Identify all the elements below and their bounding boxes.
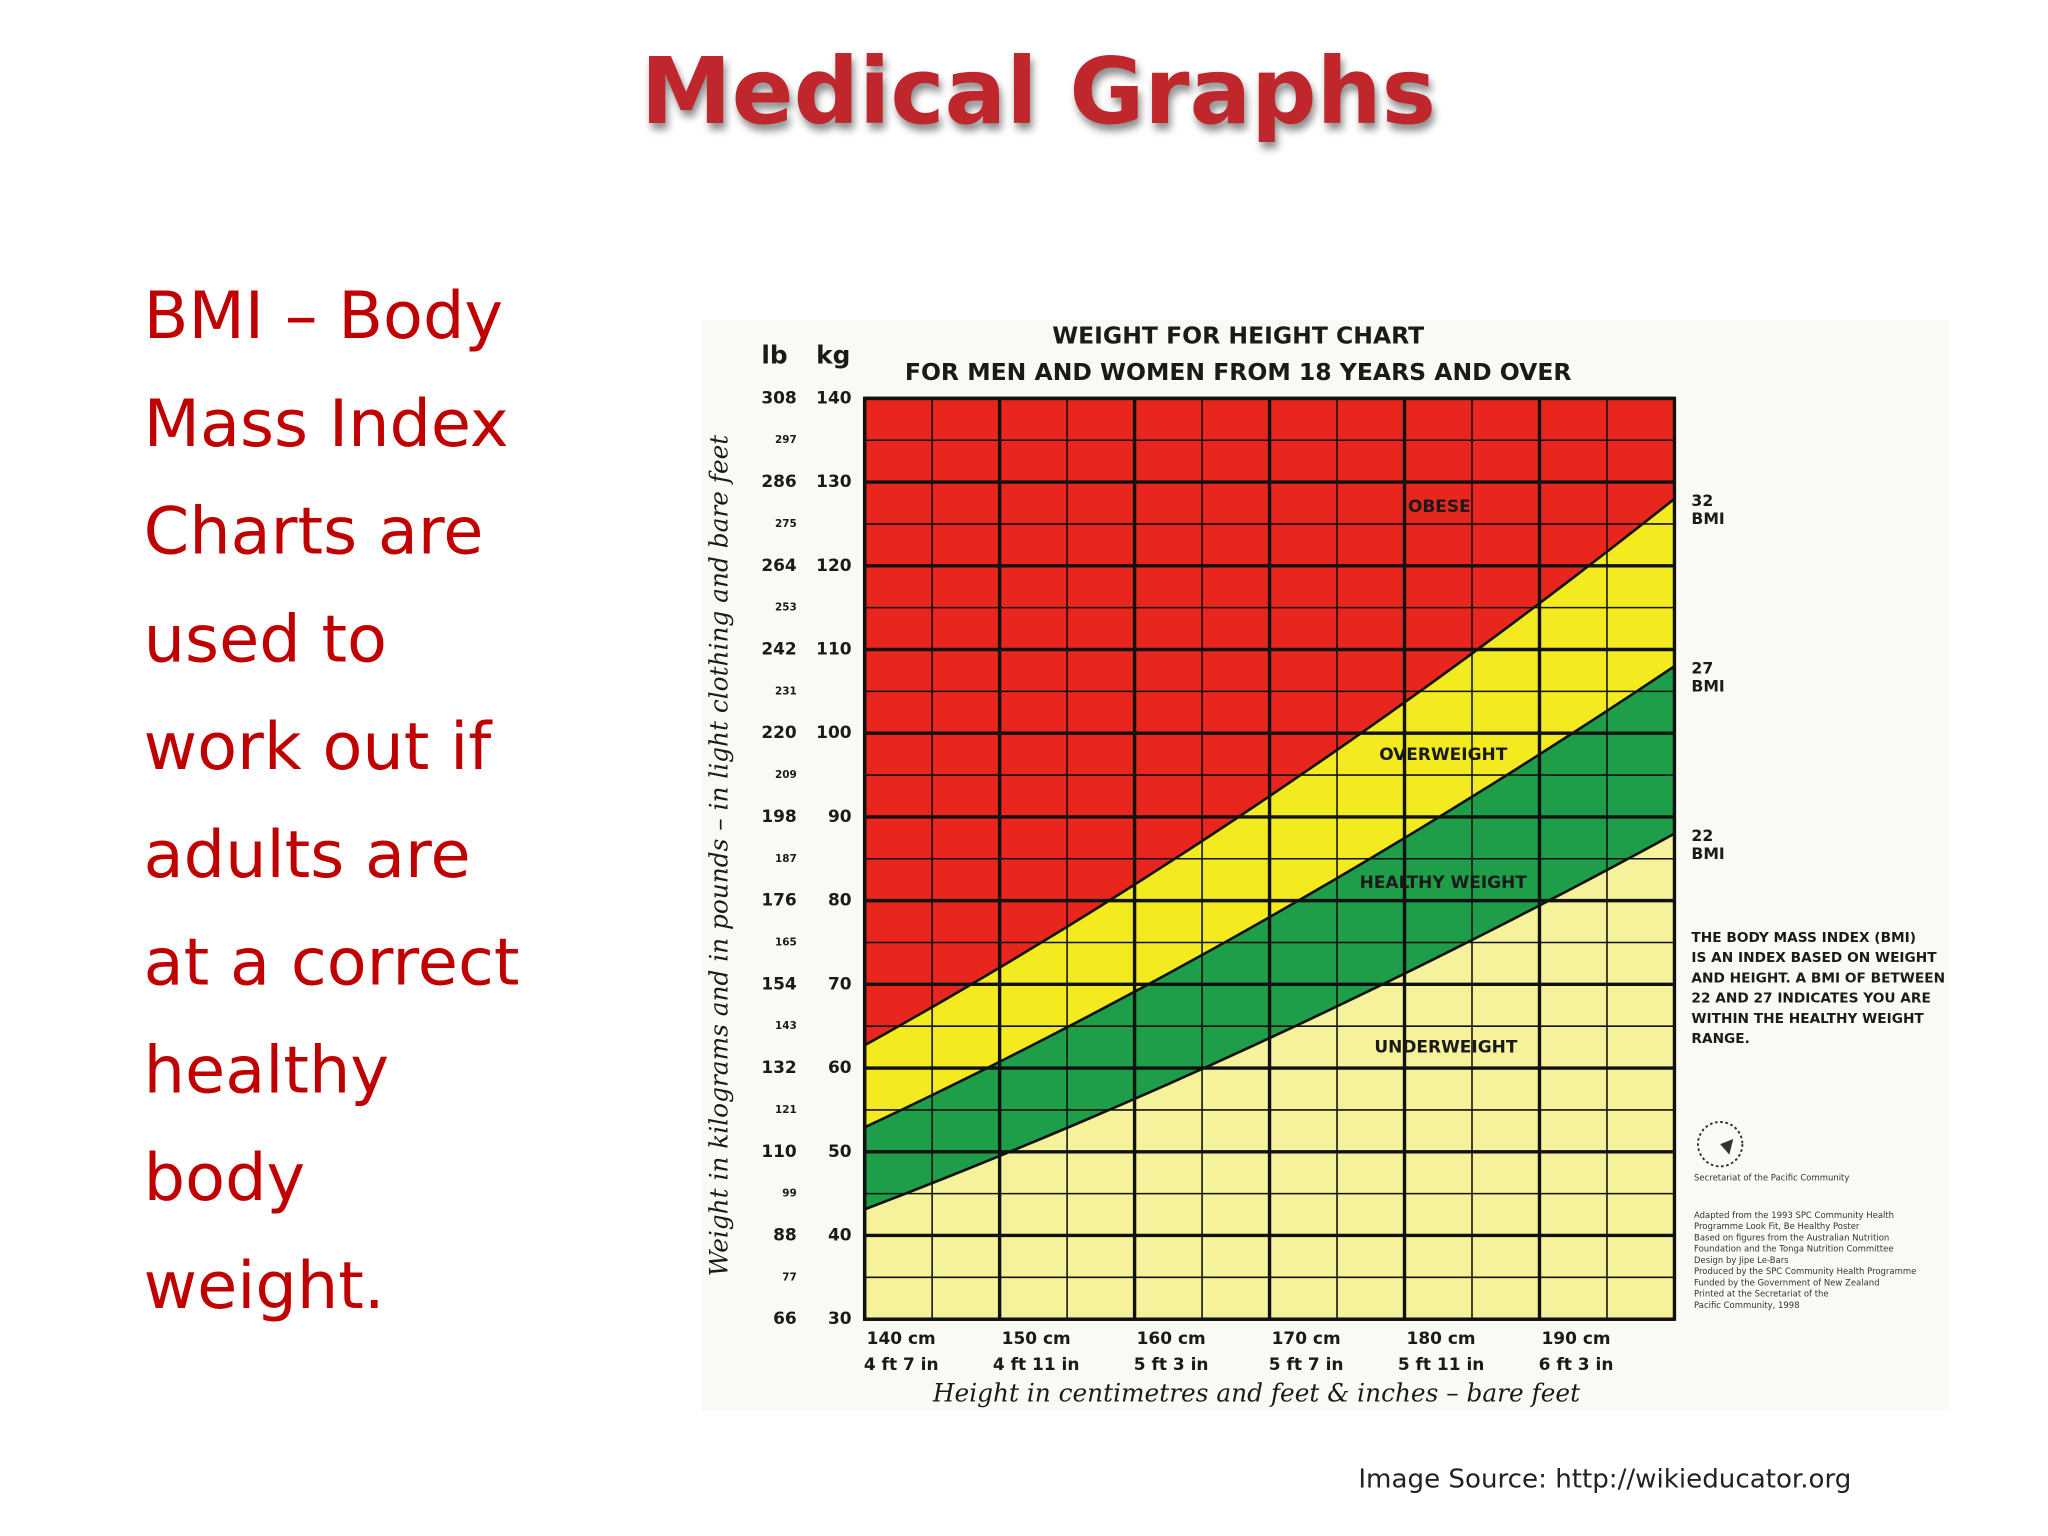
note-line: THE BODY MASS INDEX (BMI) [1691,930,1916,946]
y2-tick-label: 99 [782,1188,797,1200]
chart-title: WEIGHT FOR HEIGHT CHART [1052,321,1424,349]
credit-line: Pacific Community, 1998 [1694,1300,1800,1310]
y2-tick-label: 198 [761,807,796,827]
x-tick-label: 180 cm [1407,1329,1476,1349]
y-tick-label: 50 [828,1142,852,1162]
x-tick-label: 190 cm [1542,1329,1611,1349]
bmi-label: BMI [1691,844,1724,863]
chart-title: FOR MEN AND WOMEN FROM 18 YEARS AND OVER [905,358,1572,386]
credit-line: Design by Jipe Le-Bars [1694,1255,1789,1265]
y-axis-title: Weight in kilograms and in pounds – in l… [704,435,733,1277]
note-line: 22 AND 27 INDICATES YOU ARE [1691,991,1930,1007]
bmi-line [864,665,1676,1129]
bmi-label: BMI [1691,509,1724,528]
credit-line: Secretariat of the Pacific Community [1694,1173,1849,1183]
band-label: UNDERWEIGHT [1374,1038,1517,1058]
credit-line: Programme Look Fit, Be Healthy Poster [1694,1221,1860,1231]
slide-title: Medical Graphs [641,38,1436,145]
bmi-line [864,497,1676,1047]
y2-tick-label: 187 [775,853,797,865]
x-tick-label: 150 cm [1002,1329,1071,1349]
band-label: OVERWEIGHT [1379,745,1508,765]
x-tick-label-imperial: 4 ft 11 in [993,1355,1080,1375]
x-tick-label-imperial: 5 ft 11 in [1398,1355,1485,1375]
x-tick-label-imperial: 5 ft 7 in [1269,1355,1344,1375]
y-tick-label: 80 [828,891,852,911]
note-line: IS AN INDEX BASED ON WEIGHT [1691,950,1937,966]
y2-tick-label: 297 [775,434,797,446]
y-tick-label: 90 [828,807,852,827]
credit-line: Funded by the Government of New Zealand [1694,1277,1879,1287]
y-tick-label: 140 [816,388,851,408]
x-tick-label-imperial: 6 ft 3 in [1539,1355,1614,1375]
y2-tick-label: 209 [775,769,797,781]
bmi-label: BMI [1691,677,1724,696]
y-tick-label: 30 [828,1309,852,1329]
y2-tick-label: 242 [761,639,796,659]
x-tick-label-imperial: 5 ft 3 in [1134,1355,1209,1375]
credit-line: Based on figures from the Australian Nut… [1694,1232,1889,1242]
x-axis-title: Height in centimetres and feet & inches … [932,1378,1580,1407]
y2-tick-label: 275 [775,518,797,530]
y2-tick-label: 286 [761,472,796,492]
y2-tick-label: 143 [775,1020,797,1032]
note-line: WITHIN THE HEALTHY WEIGHT [1691,1011,1924,1027]
body-line: body [144,1140,306,1216]
body-line: adults are [144,817,471,893]
credit-line: Printed at the Secretariat of the [1694,1289,1829,1299]
credit-line: Foundation and the Tonga Nutrition Commi… [1694,1244,1894,1254]
y-tick-label: 40 [828,1225,852,1245]
y2-tick-label: 110 [761,1142,796,1162]
body-line: at a correct [144,925,520,1001]
bmi-line [864,832,1676,1211]
y-unit: kg [816,341,850,370]
x-tick-label: 160 cm [1137,1329,1206,1349]
credit-line: Produced by the SPC Community Health Pro… [1694,1266,1916,1276]
y2-tick-label: 121 [775,1104,797,1116]
note-line: AND HEIGHT. A BMI OF BETWEEN [1691,970,1945,986]
y-tick-label: 60 [828,1058,852,1078]
body-line: BMI – Body [144,278,503,354]
y2-tick-label: 77 [782,1271,797,1283]
x-tick-label: 140 cm [867,1329,936,1349]
y2-tick-label: 220 [761,723,796,743]
image-source: Image Source: http://wikieducator.org [1358,1464,1851,1494]
y2-tick-label: 154 [761,974,797,994]
y-tick-label: 100 [816,723,851,743]
y2-tick-label: 165 [775,936,797,948]
x-tick-label-imperial: 4 ft 7 in [864,1355,939,1375]
y2-tick-label: 231 [775,685,797,697]
chart: WEIGHT FOR HEIGHT CHART FOR MEN AND WOMEN… [704,321,1945,1407]
y2-tick-label: 132 [761,1058,796,1078]
bmi-value: 22 [1691,826,1713,845]
credit-line: Adapted from the 1993 SPC Community Heal… [1694,1210,1894,1220]
body-line: used to [144,601,387,677]
body-line: Mass Index [144,386,509,462]
note-line: RANGE. [1691,1031,1749,1047]
body-line: Charts are [144,494,484,570]
y-tick-label: 70 [828,974,852,994]
body-line: work out if [144,709,494,785]
x-tick-label: 170 cm [1272,1329,1341,1349]
y2-tick-label: 253 [775,602,797,614]
bmi-value: 32 [1691,491,1713,510]
bmi-value: 27 [1691,658,1713,677]
body-text: BMI – Body Mass Index Charts are used to wor… [144,278,520,1324]
y2-tick-label: 88 [773,1225,797,1245]
body-line: healthy [144,1032,389,1108]
band-label: OBESE [1408,497,1471,517]
y-tick-label: 130 [816,472,851,492]
y2-tick-label: 308 [761,388,796,408]
body-line: weight. [144,1248,385,1324]
y2-tick-label: 176 [761,891,796,911]
y-tick-label: 120 [816,556,851,576]
band-label: HEALTHY WEIGHT [1360,873,1528,893]
y-tick-label: 110 [816,639,851,659]
y2-unit: lb [761,341,787,370]
y2-tick-label: 264 [761,556,797,576]
y2-tick-label: 66 [773,1309,797,1329]
plot-border [862,396,1677,1321]
